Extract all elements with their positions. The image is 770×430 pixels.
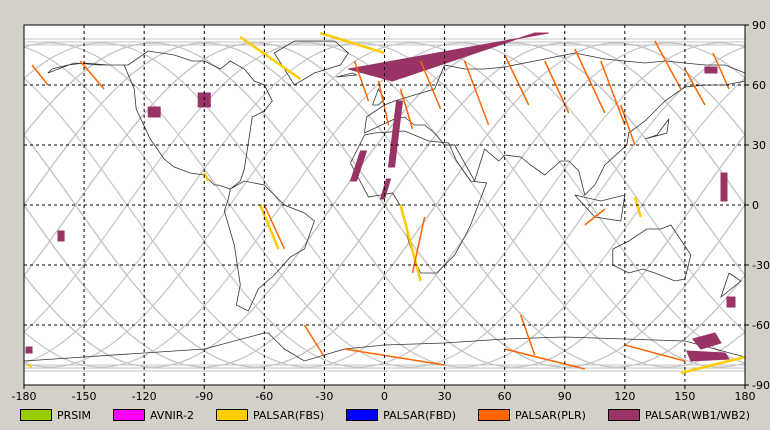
scenes-layer <box>25 31 746 375</box>
fbs-track <box>320 31 385 55</box>
wb-scene <box>147 106 161 118</box>
x-tick-label: -60 <box>255 390 273 400</box>
fbs-track <box>680 355 746 375</box>
legend-label: PALSAR(WB1/WB2) <box>644 408 751 422</box>
legend-swatch <box>112 409 145 421</box>
fbs-track <box>399 204 422 282</box>
y-tick-labels: 90 60 30 0 -30 -60 -90 <box>745 19 770 392</box>
coastline <box>644 118 670 140</box>
legend-label: PALSAR(PLR) <box>515 408 586 422</box>
plr-track <box>712 52 730 90</box>
y-tick-label: -90 <box>752 379 770 392</box>
legend-swatch <box>215 409 248 421</box>
x-tick-labels: -180 -150 -120 -90 -60 -30 0 30 60 90 120 150 180 <box>12 385 756 400</box>
plr-track <box>624 344 686 362</box>
plr-track <box>303 324 326 358</box>
coastline <box>364 52 746 196</box>
plr-track <box>654 40 682 90</box>
wb-scene <box>686 350 730 362</box>
coastline <box>336 72 358 78</box>
y-tick-label: 90 <box>752 19 766 32</box>
graticule-layer <box>24 25 745 385</box>
plr-track <box>574 48 606 114</box>
wb-scene <box>704 66 718 74</box>
y-tick-label: -30 <box>752 259 770 272</box>
legend-label: PALSAR(FBS) <box>252 408 325 422</box>
wb-scene <box>720 172 728 202</box>
x-tick-label: 30 <box>438 390 452 400</box>
fbs-track <box>259 204 280 250</box>
coastline <box>574 194 626 222</box>
plr-track <box>684 68 706 106</box>
fbs-track <box>239 35 302 81</box>
wb-scene <box>726 296 736 308</box>
x-tick-label: 180 <box>735 390 756 400</box>
legend-item: PALSAR(PLR) <box>478 409 586 422</box>
x-tick-label: -90 <box>195 390 213 400</box>
coastline <box>273 40 349 86</box>
x-tick-label: -180 <box>12 390 37 400</box>
fbs-track <box>633 196 643 218</box>
wb-scene <box>348 32 549 82</box>
plr-track <box>411 216 426 274</box>
coastline <box>223 180 315 312</box>
y-tick-label: 30 <box>752 139 766 152</box>
plr-track <box>504 348 585 370</box>
legend-item: PALSAR(FBD) <box>346 409 456 422</box>
plr-track <box>600 60 626 126</box>
x-tick-label: 60 <box>498 390 512 400</box>
y-tick-label: 60 <box>752 79 766 92</box>
y-tick-label: -60 <box>752 319 770 332</box>
legend-swatch <box>346 409 379 421</box>
legend-item: PALSAR(WB1/WB2) <box>607 408 751 422</box>
wb-scene <box>57 230 65 242</box>
plr-track <box>463 60 490 126</box>
x-tick-label: -30 <box>315 390 333 400</box>
legend-label: AVNIR-2 <box>149 408 194 422</box>
wb-scene <box>692 332 722 350</box>
legend-swatch <box>19 409 52 421</box>
legend-label: PALSAR(FBD) <box>383 408 457 422</box>
legend-label: PRSIM <box>56 408 91 422</box>
wb-scene <box>25 346 33 354</box>
y-tick-label: 0 <box>752 199 759 212</box>
plr-track <box>620 104 636 146</box>
x-tick-label: -120 <box>132 390 157 400</box>
plr-track <box>344 348 445 366</box>
plr-track <box>519 314 536 356</box>
coastline <box>47 50 273 190</box>
world-coverage-map: -180 -150 -120 -90 -60 -30 0 30 60 90 120 150 180 90… <box>12 19 770 400</box>
plr-track <box>584 208 606 226</box>
plr-track <box>377 80 390 126</box>
wb-scene <box>349 150 368 182</box>
plr-track <box>31 64 49 86</box>
plr-track <box>263 204 286 250</box>
plr-track <box>79 60 105 90</box>
plr-track <box>504 54 530 106</box>
legend-swatch <box>607 409 640 421</box>
plr-track <box>399 88 414 130</box>
legend-item: PALSAR(FBS) <box>215 408 325 422</box>
x-tick-label: 0 <box>381 390 388 400</box>
x-tick-label: 150 <box>674 390 695 400</box>
plr-track <box>419 60 442 110</box>
coastline <box>720 272 742 299</box>
legend: PRSIM AVNIR-2 PALSAR(FBS) PALSAR(FBD) PALSAR… <box>0 400 770 430</box>
legend-item: AVNIR-2 <box>112 408 194 422</box>
fbs-track <box>203 172 210 182</box>
legend-swatch <box>478 409 511 421</box>
x-tick-label: 90 <box>558 390 572 400</box>
plr-track <box>353 60 370 102</box>
x-tick-label: -150 <box>72 390 97 400</box>
x-tick-label: 120 <box>614 390 635 400</box>
legend-item: PRSIM <box>19 408 91 422</box>
fbs-track <box>27 363 33 369</box>
